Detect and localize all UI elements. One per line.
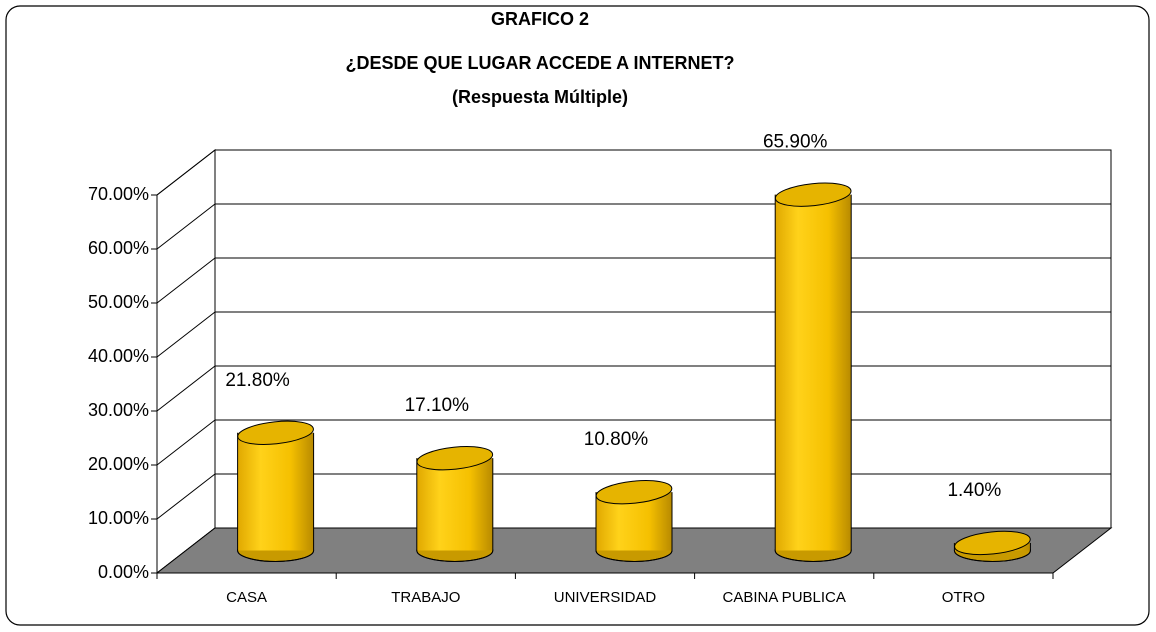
chart-title: GRAFICO 2 (491, 9, 589, 29)
y-tick-label: 10.00% (88, 508, 149, 528)
grid-line (156, 311, 216, 358)
grid-line (156, 473, 216, 520)
value-label: 65.90% (763, 132, 828, 153)
x-tick-label: TRABAJO (391, 589, 460, 606)
y-tick-label: 20.00% (88, 454, 149, 474)
value-label: 10.80% (584, 429, 649, 450)
grid-line (156, 419, 216, 466)
chart-title: ¿DESDE QUE LUGAR ACCEDE A INTERNET? (345, 53, 734, 73)
chart-subtitle: (Respuesta Múltiple) (452, 87, 628, 107)
grid-line (156, 203, 216, 250)
bar-top (774, 182, 852, 207)
value-label: 17.10% (405, 395, 470, 416)
x-tick-label: UNIVERSIDAD (554, 589, 657, 606)
grid-line (156, 365, 216, 412)
bar-top (595, 480, 673, 505)
bar-base-front (416, 550, 494, 562)
y-tick-label: 40.00% (88, 346, 149, 366)
grid-line (156, 149, 216, 196)
value-label: 21.80% (225, 370, 290, 391)
y-tick-label: 70.00% (88, 184, 149, 204)
bar (237, 432, 314, 551)
x-tick-label: CASA (226, 589, 267, 606)
y-tick-label: 50.00% (88, 292, 149, 312)
bar (416, 458, 493, 551)
bar-base-front (774, 550, 852, 562)
bar-top (416, 446, 494, 471)
x-tick-label: OTRO (942, 589, 985, 606)
bar-top (237, 420, 314, 445)
side-wall (156, 148, 216, 575)
y-tick-label: 30.00% (88, 400, 149, 420)
y-tick-label: 60.00% (88, 238, 149, 258)
y-tick-label: 0.00% (98, 562, 149, 582)
grid-line (156, 257, 216, 304)
back-wall (214, 149, 1112, 529)
x-tick-label: CABINA PUBLICA (723, 589, 846, 606)
bar-top (954, 530, 1031, 556)
bar-base-front (595, 550, 673, 562)
value-label: 1.40% (947, 480, 1001, 501)
bar-base-front (237, 550, 315, 562)
bar (775, 194, 852, 551)
bar-base-front (953, 550, 1031, 562)
